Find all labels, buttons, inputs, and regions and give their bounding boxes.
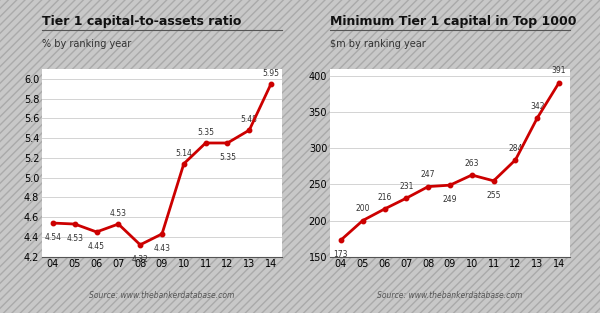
Text: % by ranking year: % by ranking year (42, 38, 131, 49)
Text: 4.32: 4.32 (132, 255, 149, 264)
Text: Tier 1 capital-to-assets ratio: Tier 1 capital-to-assets ratio (42, 15, 241, 28)
Text: 4.43: 4.43 (154, 244, 170, 253)
Text: 231: 231 (399, 182, 413, 191)
Text: 4.53: 4.53 (110, 209, 127, 218)
Text: 5.35: 5.35 (197, 128, 214, 137)
Text: 263: 263 (464, 159, 479, 168)
Text: $m by ranking year: $m by ranking year (330, 38, 426, 49)
Text: 200: 200 (355, 204, 370, 213)
Text: 247: 247 (421, 170, 436, 179)
Text: 5.35: 5.35 (219, 153, 236, 162)
Text: 5.48: 5.48 (241, 115, 258, 124)
Text: 4.54: 4.54 (44, 233, 61, 242)
Text: Source: www.thebankerdatabase.com: Source: www.thebankerdatabase.com (89, 291, 235, 300)
Text: 391: 391 (552, 66, 566, 75)
Text: 284: 284 (508, 144, 523, 153)
Text: 173: 173 (334, 250, 348, 259)
Text: 255: 255 (487, 191, 501, 200)
Text: Minimum Tier 1 capital in Top 1000: Minimum Tier 1 capital in Top 1000 (330, 15, 577, 28)
Text: Source: www.thebankerdatabase.com: Source: www.thebankerdatabase.com (377, 291, 523, 300)
Text: 342: 342 (530, 102, 545, 111)
Text: 249: 249 (443, 195, 457, 204)
Text: 216: 216 (377, 193, 392, 202)
Text: 4.53: 4.53 (66, 234, 83, 243)
Text: 4.45: 4.45 (88, 242, 105, 251)
Text: 5.95: 5.95 (263, 69, 280, 78)
Text: 5.14: 5.14 (175, 149, 192, 158)
